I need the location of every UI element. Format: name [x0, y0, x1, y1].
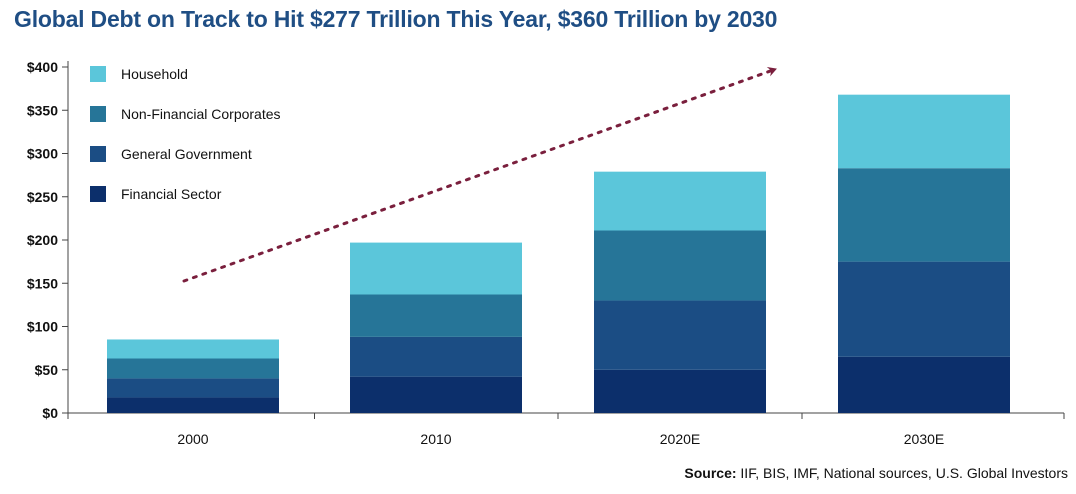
x-category-label: 2010 — [420, 431, 451, 447]
legend-label: General Government — [121, 146, 252, 162]
bar-segment — [838, 94, 1010, 169]
y-tick-label: $300 — [27, 146, 58, 162]
y-tick-label: $150 — [27, 275, 58, 291]
y-tick-label: $250 — [27, 189, 58, 205]
bar-segment — [107, 358, 279, 379]
bar-segment — [838, 356, 1010, 413]
bar-segment — [838, 261, 1010, 357]
source-text: IIF, BIS, IMF, National sources, U.S. Gl… — [740, 465, 1068, 481]
bar-segment — [107, 339, 279, 359]
legend-swatch — [90, 106, 106, 122]
bar-segment — [350, 294, 522, 337]
legend-swatch — [90, 186, 106, 202]
legend-swatch — [90, 66, 106, 82]
y-tick-label: $200 — [27, 232, 58, 248]
bar-segment — [594, 369, 766, 413]
y-tick-label: $0 — [42, 405, 58, 421]
bar-segment — [838, 168, 1010, 262]
legend-label: Household — [121, 66, 188, 82]
bar-segment — [594, 300, 766, 370]
bar-segment — [594, 230, 766, 301]
y-tick-label: $50 — [35, 362, 59, 378]
y-tick-label: $100 — [27, 319, 58, 335]
trend-arrow — [182, 66, 778, 283]
legend-swatch — [90, 146, 106, 162]
y-tick-label: $350 — [27, 102, 58, 118]
bar-segment — [594, 171, 766, 231]
y-tick-label: $400 — [27, 59, 58, 75]
legend-label: Non-Financial Corporates — [121, 106, 281, 122]
x-category-label: 2000 — [177, 431, 208, 447]
bar-segment — [107, 378, 279, 398]
axes-layer: $0 $50 $100 $150 $200 $250 $300 $350 $400 2000 201… — [27, 59, 1065, 447]
bar-segment — [350, 376, 522, 413]
legend-layer: Household Non-Financial Corporates General… — [90, 66, 281, 202]
bar-segment — [350, 336, 522, 377]
bar-segment — [107, 397, 279, 413]
source-line: Source: IIF, BIS, IMF, National sources,… — [684, 465, 1068, 481]
legend-label: Financial Sector — [121, 186, 222, 202]
x-category-label: 2030E — [904, 431, 944, 447]
chart-title: Global Debt on Track to Hit $277 Trillio… — [14, 6, 778, 32]
bar-segment — [350, 242, 522, 295]
annotation-layer — [182, 66, 778, 283]
x-category-label: 2020E — [660, 431, 700, 447]
bars-layer — [107, 94, 1010, 413]
source-label: Source: — [684, 465, 737, 481]
